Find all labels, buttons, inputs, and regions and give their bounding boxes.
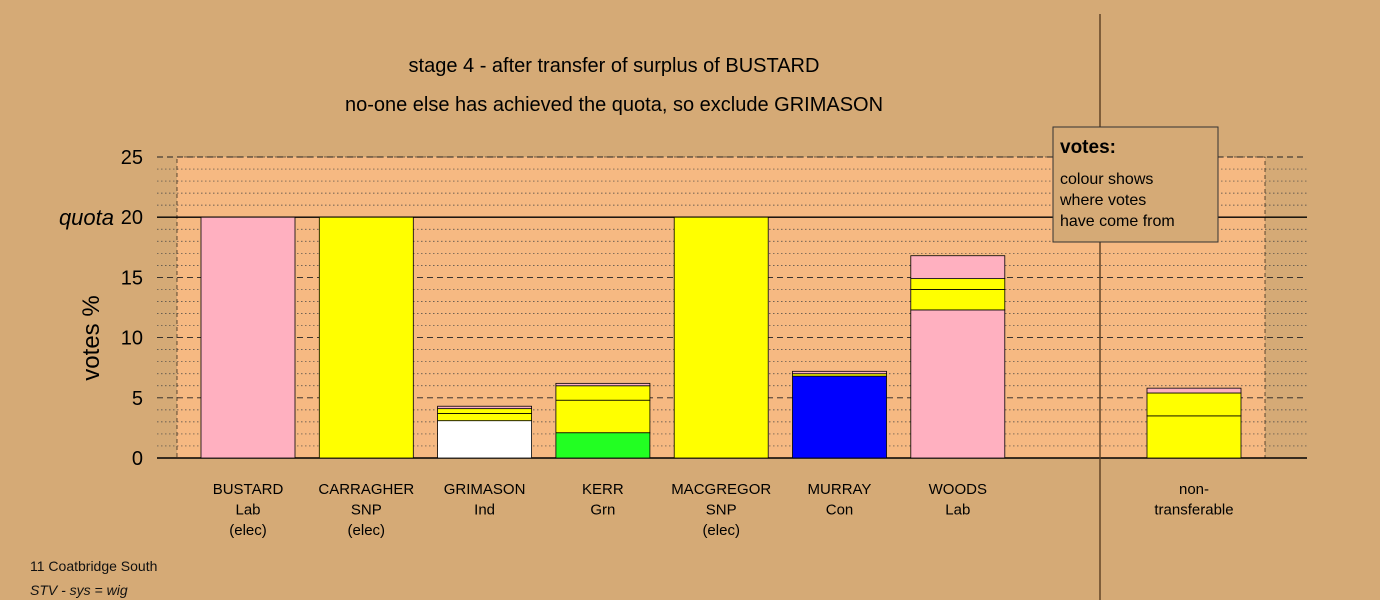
nontransferable-bar-label: non-: [1179, 481, 1209, 498]
candidate-bar-segment: [792, 375, 887, 459]
candidate-bar-label: (elec): [229, 522, 267, 539]
quota-label: quota: [59, 205, 114, 230]
candidate-bar-segment: [792, 370, 887, 375]
candidate-bar-segment: [910, 255, 1006, 280]
candidate-bar-segment: [318, 216, 414, 459]
chart-subtitle: no-one else has achieved the quota, so e…: [345, 94, 883, 116]
candidate-bar-segment: [437, 413, 533, 422]
y-axis-label: votes %: [78, 295, 105, 380]
legend-text: colour shows: [1060, 171, 1153, 188]
candidate-bar-segment: [910, 289, 1006, 311]
constituency-label: 11 Coatbridge South: [30, 558, 158, 574]
candidate-bar-label: MACGREGOR: [671, 481, 771, 498]
candidate-bar-label: Grn: [590, 502, 615, 519]
nontransferable-bar-segment: [1146, 387, 1242, 394]
nontransferable-bar-segment: [1146, 392, 1242, 417]
y-tick-label: 5: [132, 388, 143, 410]
candidate-bar-label: SNP: [706, 502, 737, 519]
chart-title: stage 4 - after transfer of surplus of B…: [409, 55, 820, 77]
candidate-bar-segment: [910, 309, 1006, 459]
candidate-bar-segment: [910, 278, 1006, 290]
candidate-bar-segment: [555, 432, 651, 459]
candidate-bar-label: WOODS: [929, 481, 987, 498]
legend-title: votes:: [1060, 137, 1116, 158]
nontransferable-bar-label: transferable: [1154, 502, 1233, 519]
legend-text: have come from: [1060, 213, 1175, 230]
candidate-bar-segment: [437, 408, 533, 414]
candidate-bar-label: KERR: [582, 481, 624, 498]
nontransferable-bar-segment: [1146, 415, 1242, 459]
candidate-bar-segment: [555, 385, 651, 401]
legend-text: where votes: [1059, 192, 1146, 209]
candidate-bar-segment: [673, 216, 769, 459]
candidate-bar-label: BUSTARD: [213, 481, 284, 498]
candidate-bar-label: Lab: [945, 502, 970, 519]
candidate-bar-label: Con: [826, 502, 854, 519]
candidate-bar-label: MURRAY: [808, 481, 872, 498]
y-tick-label: 25: [121, 147, 143, 169]
candidate-bar-segment: [555, 382, 651, 387]
candidate-bar-segment: [200, 216, 296, 459]
system-label: STV - sys = wig: [30, 582, 128, 598]
y-tick-label: 20: [121, 207, 143, 229]
candidate-bar-label: Ind: [474, 502, 495, 519]
candidate-bar-label: CARRAGHER: [318, 481, 414, 498]
candidate-bar-label: GRIMASON: [444, 481, 526, 498]
candidate-bar-segment: [437, 420, 533, 459]
candidate-bar-label: Lab: [235, 502, 260, 519]
y-tick-label: 15: [121, 267, 143, 289]
candidate-bar-segment: [555, 399, 651, 434]
candidate-bar-segment: [437, 405, 533, 410]
candidate-bar-label: (elec): [348, 522, 386, 539]
candidate-bar-label: SNP: [351, 502, 382, 519]
legend-box: [1052, 126, 1219, 243]
candidate-bar-label: (elec): [702, 522, 740, 539]
y-tick-label: 10: [121, 328, 143, 350]
y-tick-label: 0: [132, 448, 143, 470]
